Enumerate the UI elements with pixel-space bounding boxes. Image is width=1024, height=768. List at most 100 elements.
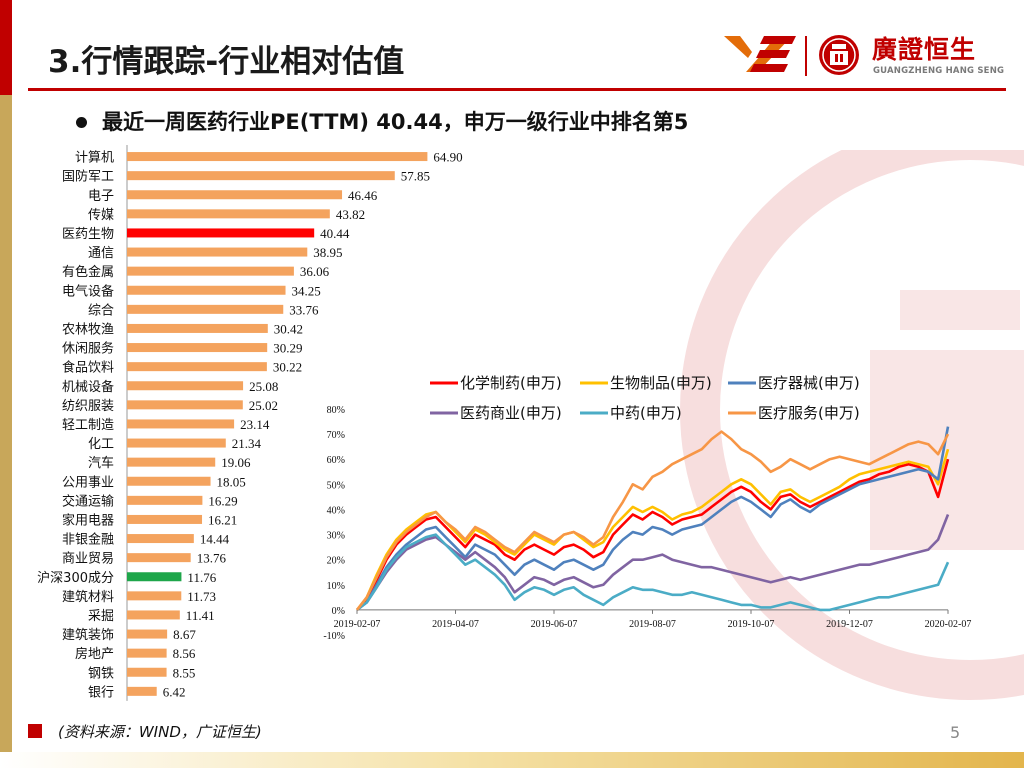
x-tick-label: 2019-06-07 [531, 619, 578, 630]
relative-return-line-chart: -10% 0% 10% 20% 30% 40% 50% 60% 70% 80% 2019-02-07… [323, 374, 972, 642]
legend-label: 医疗服务(申万) [758, 404, 860, 422]
source-note: (资料来源：WIND，广证恒生) [58, 723, 262, 741]
bar-category-label: 建筑装饰 [62, 627, 114, 643]
bar-category-label: 计算机 [75, 151, 114, 166]
bar-category-label: 交通运输 [62, 493, 114, 509]
x-tick-label: 70.00 [436, 719, 465, 720]
x-tick-label: 0.00 [116, 719, 139, 720]
bar-value-label: 30.29 [273, 341, 302, 356]
bar-value-label: 14.44 [200, 532, 230, 547]
bullet-icon [76, 117, 87, 128]
bar [127, 667, 167, 677]
bar-category-label: 家用电器 [62, 512, 114, 528]
bar-value-label: 46.46 [348, 188, 378, 203]
legend-label: 生物制品(申万) [610, 374, 712, 392]
bar-category-label: 国防军工 [62, 169, 114, 185]
bar-category-label: 农林牧渔 [62, 322, 114, 337]
bar-value-label: 11.73 [187, 589, 216, 604]
seal-logo-icon [819, 35, 859, 75]
y-tick-label: -10% [323, 631, 345, 642]
bar-value-label: 36.06 [300, 264, 330, 279]
bar [127, 362, 267, 372]
bar [127, 629, 168, 639]
y-tick-label: 70% [327, 430, 345, 441]
bar-category-label: 有色金属 [62, 264, 114, 280]
footer-gradient-bar [0, 752, 1024, 768]
bar-value-label: 25.02 [249, 398, 278, 413]
bar-value-label: 30.42 [274, 321, 303, 336]
y-tick-label: 60% [327, 455, 345, 466]
bar [127, 304, 284, 314]
title-underline [28, 88, 1006, 91]
bar-category-label: 汽车 [88, 455, 114, 471]
source-marker-icon [28, 724, 42, 738]
logo-wordmark-en: GUANGZHENG HANG SENG [873, 66, 1005, 76]
bar [127, 534, 194, 544]
bar [127, 190, 343, 200]
left-accent-bar-top [0, 0, 12, 95]
y-tick-label: 20% [327, 556, 345, 567]
y-tick-label: 30% [327, 531, 345, 542]
bar-value-label: 6.42 [163, 684, 186, 699]
bar-category-label: 轻工制造 [62, 418, 114, 433]
bar [127, 381, 244, 391]
x-tick-label: 2020-02-07 [925, 619, 972, 630]
bar-category-label: 商业贸易 [62, 552, 114, 567]
bar-category-label: 房地产 [75, 646, 114, 662]
x-tick-label: 2019-12-07 [826, 619, 873, 630]
bar [127, 285, 286, 295]
logo-divider [805, 36, 807, 76]
series-line [356, 426, 950, 611]
bar-value-label: 8.56 [173, 646, 196, 661]
bar [127, 419, 235, 429]
series-line [355, 430, 950, 611]
bar-category-label: 通信 [88, 246, 114, 261]
pe-bar-chart: 计算机 64.90 国防军工 57.85 电子 46.46 传媒 43.82 医药生物 40.44… [37, 145, 466, 720]
bar-value-label: 57.85 [401, 169, 430, 184]
x-tick-label: 20.00 [205, 719, 234, 720]
x-tick-label: 60.00 [390, 719, 419, 720]
bar [127, 266, 294, 276]
page-title: 3.行情跟踪-行业相对估值 [48, 44, 405, 80]
bar-value-label: 38.95 [313, 245, 342, 260]
bar [127, 572, 182, 582]
bar [127, 209, 330, 219]
bar-category-label: 电气设备 [62, 283, 114, 299]
bar-value-label: 40.44 [320, 226, 350, 241]
series-line [356, 458, 950, 611]
bar-value-label: 34.25 [292, 283, 321, 298]
bar-value-label: 64.90 [433, 150, 462, 165]
page-number: 5 [950, 723, 961, 742]
bar-category-label: 银行 [88, 685, 114, 700]
y-tick-label: 50% [327, 480, 345, 491]
bar [127, 495, 203, 505]
bar-value-label: 30.22 [273, 360, 302, 375]
bar [127, 323, 268, 333]
legend-label: 中药(申万) [610, 404, 682, 422]
x-tick-label: 2019-04-07 [432, 619, 479, 630]
bar-category-label: 休闲服务 [62, 341, 114, 357]
legend-label: 医药商业(申万) [460, 404, 562, 422]
bar [127, 400, 243, 410]
bar-category-label: 电子 [88, 189, 114, 204]
headline: 最近一周医药行业PE(TTM) 40.44，申万一级行业中排名第5 [102, 110, 689, 134]
bar-value-label: 18.05 [217, 474, 246, 489]
bar-value-label: 43.82 [336, 207, 365, 222]
series-line [356, 514, 950, 611]
y-tick-label: 10% [327, 581, 345, 592]
bar-value-label: 19.06 [221, 455, 251, 470]
bar-category-label: 纺织服装 [62, 399, 114, 414]
bar [127, 171, 395, 181]
x-tick-label: 50.00 [344, 719, 373, 720]
bar-value-label: 11.76 [187, 570, 216, 585]
bar [127, 514, 203, 524]
bar [127, 553, 191, 563]
bar-category-label: 非银金融 [62, 532, 114, 548]
bar-value-label: 11.41 [186, 608, 215, 623]
y-tick-label: 80% [327, 405, 345, 416]
bar-value-label: 13.76 [197, 551, 227, 566]
bar-category-label: 传媒 [88, 208, 114, 223]
bar [127, 343, 268, 353]
x-tick-label: 30.00 [251, 719, 280, 720]
bar-category-label: 化工 [88, 437, 114, 452]
